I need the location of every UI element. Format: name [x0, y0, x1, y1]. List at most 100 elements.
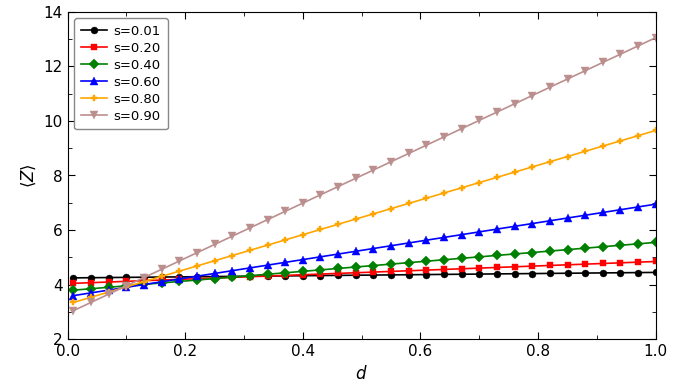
s=0.60 [211, 271, 219, 276]
s=0.40 [510, 252, 518, 256]
s=0.40 [475, 255, 483, 259]
s=0.01 [563, 271, 571, 276]
s=0.60 [617, 207, 625, 212]
s=0.40 [546, 249, 554, 254]
s=0.60 [563, 216, 571, 220]
s=0.40 [175, 279, 183, 284]
s=0.01 [299, 273, 307, 278]
s=0.60 [528, 221, 536, 226]
s=0.20 [493, 265, 501, 270]
s=0.90 [546, 85, 554, 90]
s=0.90 [510, 101, 518, 106]
s=0.20 [440, 267, 448, 272]
s=0.60 [299, 257, 307, 262]
s=0.40 [246, 273, 254, 278]
s=0.40 [440, 257, 448, 262]
s=0.40 [369, 263, 377, 268]
s=0.60 [634, 205, 642, 209]
s=0.20 [140, 278, 148, 283]
s=0.80 [528, 165, 536, 169]
Line: s=0.40: s=0.40 [70, 239, 659, 294]
s=0.20 [581, 262, 589, 266]
s=0.01 [211, 274, 219, 279]
s=0.40 [299, 269, 307, 274]
s=0.01 [634, 270, 642, 275]
s=0.40 [70, 288, 78, 292]
s=0.01 [281, 273, 289, 278]
s=0.01 [316, 273, 324, 278]
s=0.20 [599, 261, 607, 266]
s=0.20 [264, 274, 272, 278]
s=0.20 [246, 275, 254, 279]
s=0.40 [316, 268, 324, 272]
s=0.20 [281, 273, 289, 278]
s=0.20 [510, 264, 518, 269]
s=0.20 [652, 259, 660, 264]
s=0.90 [211, 242, 219, 247]
s=0.40 [140, 282, 148, 287]
s=0.01 [387, 273, 395, 277]
s=0.90 [140, 275, 148, 280]
s=0.40 [405, 260, 413, 265]
s=0.80 [158, 274, 166, 279]
s=0.60 [140, 282, 148, 287]
s=0.01 [581, 271, 589, 275]
s=0.90 [634, 44, 642, 48]
s=0.90 [299, 201, 307, 206]
s=0.40 [87, 286, 95, 291]
Legend: s=0.01, s=0.20, s=0.40, s=0.60, s=0.80, s=0.90: s=0.01, s=0.20, s=0.40, s=0.60, s=0.80, … [74, 18, 168, 129]
s=0.60 [493, 227, 501, 231]
s=0.40 [422, 259, 431, 264]
s=0.20 [105, 280, 113, 284]
s=0.01 [158, 275, 166, 279]
s=0.90 [599, 60, 607, 65]
Line: s=0.90: s=0.90 [70, 34, 660, 315]
s=0.60 [264, 263, 272, 268]
s=0.01 [546, 271, 554, 276]
s=0.80 [652, 128, 660, 133]
s=0.40 [105, 285, 113, 290]
s=0.80 [122, 284, 130, 289]
s=0.90 [246, 225, 254, 230]
s=0.01 [122, 275, 130, 280]
s=0.80 [334, 222, 342, 227]
s=0.90 [475, 118, 483, 123]
s=0.40 [264, 272, 272, 277]
s=0.40 [193, 278, 201, 282]
s=0.90 [70, 308, 78, 313]
s=0.60 [228, 268, 237, 273]
s=0.80 [634, 133, 642, 138]
s=0.80 [599, 144, 607, 149]
s=0.40 [634, 241, 642, 246]
s=0.90 [158, 267, 166, 271]
s=0.90 [528, 93, 536, 98]
s=0.90 [369, 168, 377, 172]
s=0.80 [546, 160, 554, 164]
s=0.60 [70, 293, 78, 298]
s=0.40 [211, 276, 219, 281]
s=0.60 [581, 213, 589, 218]
s=0.60 [387, 243, 395, 248]
s=0.60 [87, 291, 95, 295]
s=0.90 [193, 250, 201, 255]
s=0.40 [652, 240, 660, 245]
s=0.80 [387, 206, 395, 211]
s=0.90 [316, 193, 324, 197]
s=0.40 [281, 270, 289, 275]
s=0.60 [281, 260, 289, 265]
Y-axis label: $\langle Z \rangle$: $\langle Z \rangle$ [20, 163, 38, 188]
s=0.80 [264, 243, 272, 248]
s=0.40 [158, 280, 166, 285]
s=0.90 [581, 68, 589, 73]
Line: s=0.01: s=0.01 [70, 269, 659, 281]
s=0.40 [122, 284, 130, 288]
s=0.80 [228, 253, 237, 258]
s=0.20 [299, 272, 307, 277]
s=0.01 [493, 271, 501, 276]
Line: s=0.20: s=0.20 [70, 258, 659, 287]
s=0.01 [264, 274, 272, 278]
s=0.40 [352, 265, 360, 269]
s=0.20 [458, 266, 466, 271]
s=0.80 [440, 191, 448, 195]
s=0.90 [563, 77, 571, 82]
